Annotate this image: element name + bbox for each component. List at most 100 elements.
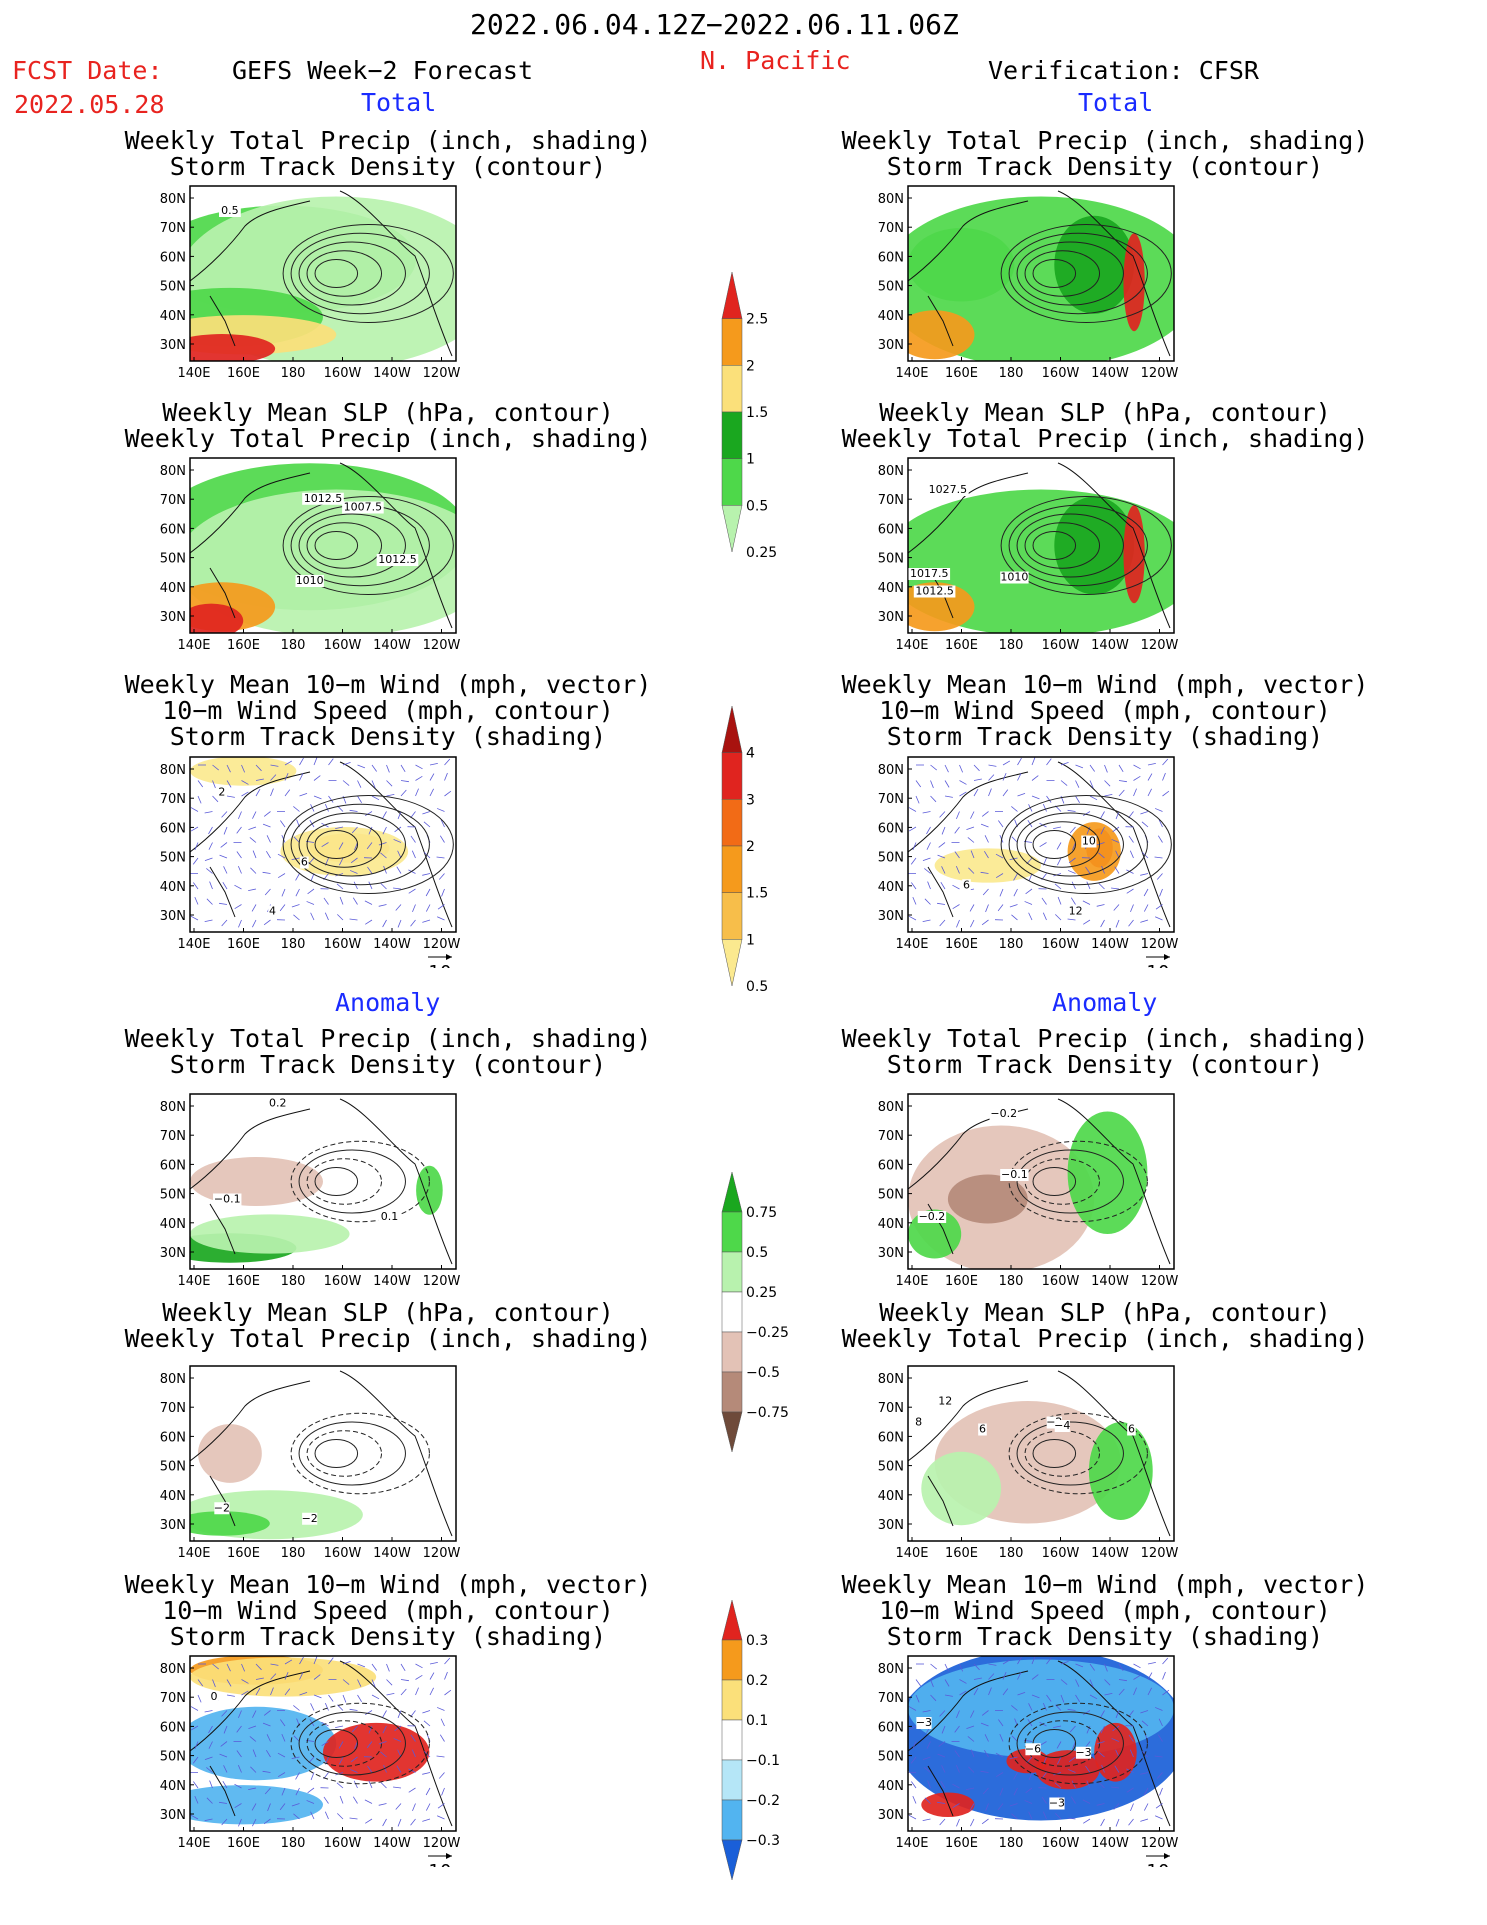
wind-vector bbox=[1086, 881, 1091, 890]
contour-label-bg bbox=[1000, 1169, 1029, 1181]
wind-vector bbox=[400, 780, 409, 783]
lat-label: 50N bbox=[160, 1750, 186, 1765]
wind-vector bbox=[349, 870, 358, 874]
wind-vector bbox=[444, 1689, 452, 1696]
wind-vector bbox=[973, 778, 982, 781]
lon-label: 180 bbox=[281, 1546, 306, 1561]
map-f-total-wind: 80N 70N 60N 50N 40N 30N 140E 160E 180 160W 140W 120… bbox=[160, 756, 460, 968]
lon-label: 160E bbox=[945, 1546, 978, 1561]
wind-vector bbox=[436, 856, 445, 859]
wind-vector bbox=[194, 842, 199, 851]
coastline bbox=[190, 190, 453, 357]
wind-vector bbox=[212, 1679, 216, 1688]
colorbar-label: 2.5 bbox=[746, 312, 768, 328]
wind-vector bbox=[252, 811, 257, 819]
section-anomaly-left: Anomaly bbox=[335, 988, 441, 1017]
contour-label-bg bbox=[989, 1107, 1018, 1120]
lat-label: 40N bbox=[160, 581, 186, 596]
wind-vector bbox=[307, 1787, 315, 1794]
shading-region bbox=[1067, 822, 1121, 881]
wind-vector bbox=[1159, 888, 1163, 897]
wind-vector bbox=[291, 1756, 300, 1760]
title-v-anom-precip: Weekly Total Precip (inch, shading) Storm… bbox=[841, 1024, 1369, 1079]
wind-vector bbox=[1054, 1782, 1062, 1789]
wind-vector bbox=[204, 1756, 213, 1761]
wind-vector bbox=[1133, 775, 1141, 781]
wind-vector bbox=[221, 919, 228, 927]
wind-vector bbox=[378, 1741, 387, 1745]
wind-vector bbox=[1143, 904, 1149, 912]
wind-vector bbox=[955, 1764, 960, 1773]
wind-vector bbox=[1118, 764, 1124, 773]
contour-line bbox=[1008, 803, 1148, 886]
wind-vector bbox=[908, 915, 917, 921]
wind-vector bbox=[959, 1679, 967, 1684]
wind-vector bbox=[438, 1772, 445, 1779]
wind-vector bbox=[1013, 888, 1018, 897]
contour-label-bg bbox=[914, 1416, 923, 1429]
wind-vector bbox=[930, 764, 937, 771]
wind-vector bbox=[194, 1795, 199, 1804]
shading-region bbox=[1094, 1722, 1137, 1782]
lon-label: 160E bbox=[227, 638, 260, 653]
panel-f-total-slp: 80N 70N 60N 50N 40N 30N 140E 160E 180 160W 140W 120… bbox=[126, 454, 660, 669]
colorbar-label: 0.75 bbox=[746, 1205, 777, 1221]
wind-vector bbox=[995, 873, 1004, 879]
wind-vector bbox=[204, 1818, 213, 1822]
colorbar-segment bbox=[721, 411, 743, 459]
wind-vector bbox=[306, 901, 315, 905]
wind-vector bbox=[299, 792, 308, 797]
wind-vector bbox=[1082, 900, 1091, 905]
wind-vector bbox=[1028, 912, 1033, 921]
wind-vector bbox=[335, 1725, 344, 1729]
wind-vector bbox=[1011, 1735, 1018, 1742]
wind-vector bbox=[1140, 919, 1149, 923]
colorbar-segment bbox=[721, 1211, 743, 1253]
contour-line bbox=[1032, 259, 1077, 288]
lon-label: 180 bbox=[281, 638, 306, 653]
wind-vector bbox=[1067, 1708, 1076, 1711]
lon-label: 140W bbox=[1091, 1274, 1129, 1289]
lon-label: 140E bbox=[177, 366, 210, 381]
contour-line bbox=[1000, 795, 1172, 894]
contour-line bbox=[1008, 1412, 1148, 1495]
wind-vector bbox=[1154, 1755, 1163, 1758]
wind-vector bbox=[270, 774, 277, 781]
wind-vector bbox=[444, 1671, 448, 1680]
wind-vector bbox=[264, 888, 271, 896]
wind-vector bbox=[410, 811, 416, 819]
wind-vector bbox=[226, 1694, 235, 1697]
wind-vector bbox=[938, 842, 946, 848]
wind-vector bbox=[266, 1749, 271, 1758]
contour-label: −0.2 bbox=[990, 1107, 1017, 1120]
wind-vector bbox=[190, 1814, 199, 1820]
lon-label: 160E bbox=[945, 1274, 978, 1289]
lat-label: 30N bbox=[160, 1246, 186, 1261]
contour-label-bg bbox=[214, 1502, 230, 1515]
wind-vector bbox=[1126, 888, 1134, 894]
lat-label: 50N bbox=[160, 851, 186, 866]
map-frame bbox=[907, 185, 1175, 362]
wind-vector bbox=[439, 835, 445, 843]
wind-vector bbox=[364, 1799, 373, 1804]
wind-vector bbox=[954, 826, 960, 834]
shading-region bbox=[190, 757, 297, 786]
wind-vector bbox=[411, 850, 416, 859]
wind-vector bbox=[938, 1741, 946, 1747]
wind-vector bbox=[338, 1741, 344, 1749]
colorbar-label: −0.2 bbox=[746, 1793, 780, 1809]
map-v-anom-slp: 80N 70N 60N 50N 40N 30N 140E 160E 180 160W 140W 120… bbox=[878, 1365, 1178, 1561]
wind-vector bbox=[1140, 1772, 1149, 1775]
wind-vector bbox=[386, 1663, 390, 1672]
colorbar-segment bbox=[721, 1251, 743, 1293]
map-frame bbox=[189, 457, 457, 634]
wind-vector bbox=[222, 881, 228, 890]
wind-vector bbox=[952, 1783, 960, 1789]
lat-label: 70N bbox=[160, 792, 186, 807]
wind-vector bbox=[408, 888, 416, 894]
map-frame bbox=[189, 756, 457, 933]
wind-vector bbox=[291, 1803, 300, 1807]
region-title: N. Pacific bbox=[700, 46, 851, 75]
wind-vector bbox=[1096, 842, 1105, 846]
lon-label: 160W bbox=[1042, 366, 1080, 381]
